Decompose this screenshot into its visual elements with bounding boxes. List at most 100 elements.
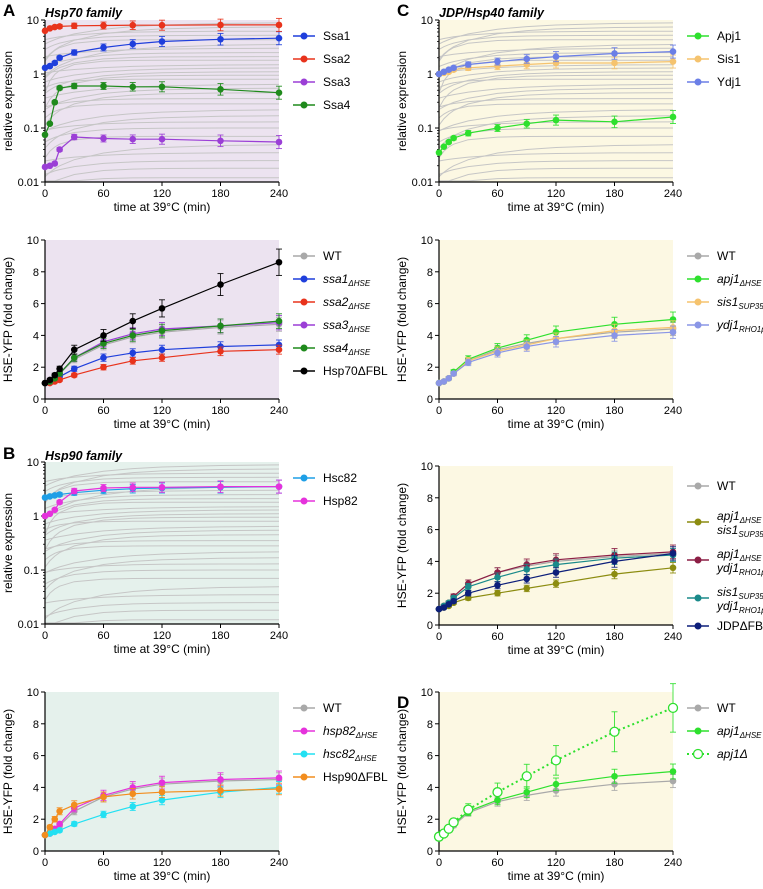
- y-tick-label: 8: [33, 719, 39, 731]
- legend-label-line2: sis1SUP35pr: [717, 523, 763, 539]
- y-tick-label: 0: [427, 394, 433, 406]
- data-point: [51, 98, 59, 106]
- data-point: [464, 583, 472, 591]
- data-point: [100, 484, 107, 492]
- x-tick-label: 180: [605, 631, 623, 643]
- legend-label-line2: ydj1RHO1pr: [716, 599, 763, 615]
- series-line: [438, 116, 674, 153]
- y-tick-label: 4: [427, 782, 433, 794]
- x-tick-label: 60: [491, 405, 503, 417]
- data-point: [523, 566, 531, 573]
- legend-entry: WT: [687, 479, 736, 493]
- legend-marker: [300, 704, 308, 712]
- background-trace: [44, 476, 280, 492]
- legend-entry: Hsp70ΔFBL: [293, 364, 388, 378]
- y-axis-label: HSE-YFP (fold change): [1, 709, 15, 834]
- chart-a1: 0 60 120 180 240 0.01 0.1 1 10 time at 39°C (min)…: [1, 15, 351, 214]
- legend-marker: [300, 497, 308, 505]
- data-point: [129, 803, 137, 810]
- data-point: [450, 597, 457, 605]
- background-trace: [439, 167, 674, 182]
- data-point: [552, 53, 560, 60]
- background-trace: [44, 44, 280, 77]
- y-tick-label: 4: [33, 782, 39, 794]
- legend-entry: apj1ΔHSE: [687, 724, 762, 740]
- panel-label-a: A: [3, 1, 15, 20]
- legend-label: Ssa2: [323, 52, 351, 66]
- legend-label: apj1ΔHSE: [717, 509, 762, 525]
- legend-entry: Ydj1: [687, 75, 741, 89]
- x-tick-label: 120: [153, 405, 171, 417]
- background-trace: [44, 135, 279, 159]
- legend-marker: [694, 556, 702, 564]
- x-axis-label: time at 39°C (min): [508, 869, 605, 883]
- legend-entry: Hsp90ΔFBL: [293, 770, 388, 784]
- data-point: [56, 498, 63, 506]
- y-tick-label: 6: [427, 751, 433, 763]
- data-point: [129, 83, 137, 91]
- data-point: [70, 22, 78, 30]
- data-point: [523, 585, 531, 592]
- plot-background: [439, 466, 673, 625]
- data-point: [450, 134, 457, 142]
- legend-label: WT: [323, 701, 342, 715]
- background-trace: [44, 602, 280, 617]
- x-tick-label: 60: [97, 630, 109, 642]
- legend-label: hsp82ΔHSE: [323, 724, 378, 740]
- data-point: [51, 815, 59, 823]
- legend-label-line2: ydj1RHO1pr: [716, 561, 763, 577]
- x-tick-label: 240: [270, 188, 288, 200]
- background-trace: [44, 56, 280, 79]
- y-tick-label: 6: [427, 299, 433, 311]
- data-point: [552, 780, 560, 788]
- data-point: [129, 21, 137, 29]
- data-point: [552, 561, 560, 568]
- legend-marker: [694, 704, 702, 712]
- y-tick-label: 8: [427, 267, 433, 279]
- background-trace: [438, 52, 674, 67]
- data-point: [552, 328, 560, 336]
- legend-label: Hsc82: [323, 471, 357, 485]
- data-point: [56, 146, 63, 153]
- data-point: [51, 371, 59, 379]
- data-point: [494, 574, 501, 581]
- y-tick-label: 10: [27, 687, 39, 699]
- series-line: [44, 261, 280, 384]
- legend-label: ssa2ΔHSE: [323, 295, 371, 311]
- data-point: [275, 346, 283, 354]
- data-point: [669, 768, 677, 775]
- x-tick-label: 60: [97, 188, 109, 200]
- legend-marker: [694, 275, 702, 283]
- legend-label: apj1ΔHSE: [717, 724, 762, 740]
- y-tick-label: 0: [33, 846, 39, 858]
- series-3: [41, 782, 283, 839]
- data-point: [552, 569, 560, 576]
- legend-entry: WT: [293, 249, 342, 263]
- data-point: [611, 59, 618, 67]
- legend-entry: ssa1ΔHSE: [293, 272, 371, 288]
- chart-a2: 0 60 120 180 240 0 2 4 6 8 10 time at 39°C (min) HSE…: [1, 235, 388, 431]
- legend-label: WT: [717, 479, 736, 493]
- x-tick-label: 180: [211, 630, 229, 642]
- data-point: [100, 332, 107, 339]
- data-point: [521, 771, 532, 782]
- data-point: [46, 62, 54, 70]
- background-gene-traces: [44, 22, 280, 182]
- y-tick-label: 2: [427, 588, 433, 600]
- panel-title-c: JDP/Hsp40 family: [439, 6, 545, 20]
- data-point: [100, 811, 107, 818]
- x-tick-label: 120: [547, 405, 565, 417]
- data-point: [217, 483, 224, 490]
- y-tick-label: 4: [427, 556, 433, 568]
- data-point: [70, 371, 78, 379]
- data-point: [450, 64, 457, 72]
- background-trace: [44, 109, 280, 132]
- legend-entry: apj1ΔHSE: [687, 272, 762, 288]
- legend-label: ssa4ΔHSE: [323, 341, 371, 357]
- data-point: [70, 49, 78, 56]
- data-point: [56, 820, 63, 828]
- plot-background: [45, 240, 279, 399]
- y-axis-label: HSE-YFP (fold change): [395, 257, 409, 382]
- y-tick-label: 10: [421, 461, 433, 473]
- legend-label: Ssa4: [323, 98, 351, 112]
